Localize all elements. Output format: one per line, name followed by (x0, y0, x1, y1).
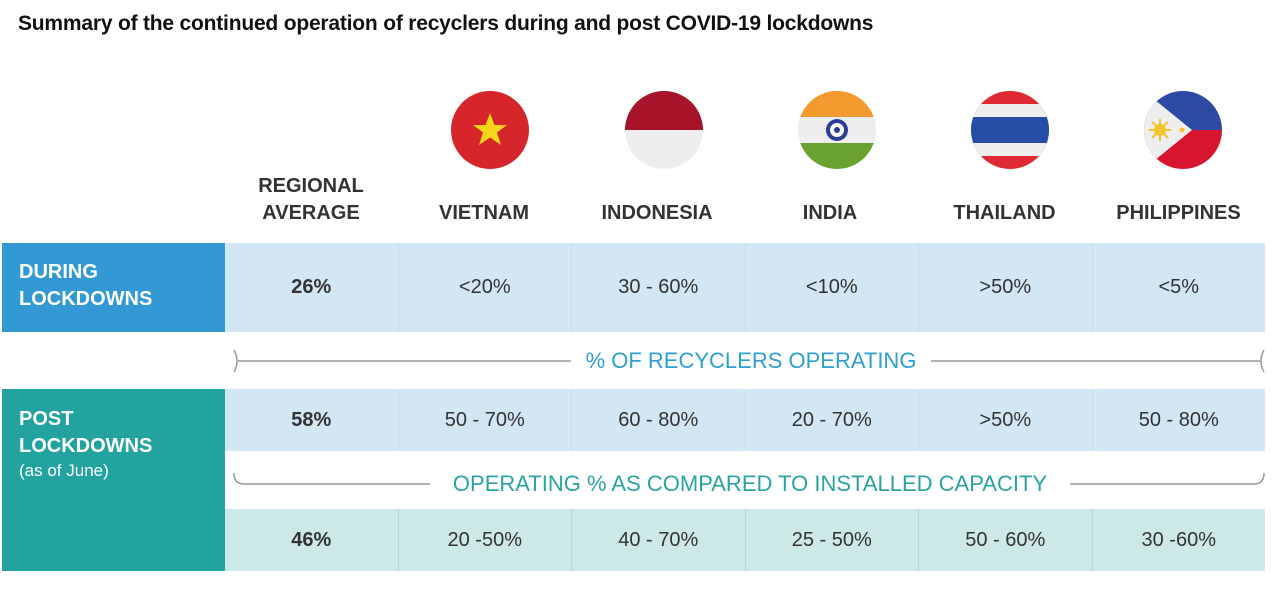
indonesia-flag-icon (625, 91, 703, 169)
column-header-thailand: THAILAND (953, 202, 1056, 224)
data-cell: <20% (397, 243, 572, 332)
data-cell: 58% (291, 408, 332, 431)
data-cell: 26% (291, 276, 332, 298)
during-lockdowns-row: 26% <20% 30 - 60% <10% >50% <5% (225, 243, 1265, 332)
row-label-during-lockdowns: DURING LOCKDOWNS (2, 243, 225, 332)
data-cell: 60 - 80% (571, 389, 745, 451)
row-label-post-lockdowns: POST LOCKDOWNS (as of June) (2, 389, 225, 571)
post-lockdowns-operating-row: 58% 50 - 70% 60 - 80% 20 - 70% >50% 50 -… (225, 389, 1265, 451)
column-header-philippines: PHILIPPINES (1116, 202, 1241, 224)
data-cell: 30 -60% (1091, 509, 1266, 571)
data-cell: >50% (918, 243, 1092, 332)
data-cell: 46% (291, 528, 332, 551)
bracket-label-operating: % OF RECYCLERS OPERATING (571, 348, 931, 374)
data-cell: 20 -50% (397, 509, 572, 571)
post-lockdowns-capacity-row: 46% 20 -50% 40 - 70% 25 - 50% 50 - 60% 3… (225, 509, 1265, 571)
bracket-label-capacity: OPERATING % AS COMPARED TO INSTALLED CAP… (430, 471, 1070, 497)
data-cell: <5% (1091, 243, 1266, 332)
column-header-regional-average: REGIONAL AVERAGE (258, 175, 364, 224)
data-cell: 50 - 60% (918, 509, 1092, 571)
vietnam-flag-icon (451, 91, 529, 169)
philippines-flag-icon (1144, 91, 1222, 169)
thailand-flag-icon (971, 91, 1049, 169)
data-cell: 30 - 60% (571, 243, 745, 332)
column-header-vietnam: VIETNAM (439, 202, 529, 224)
column-header-india: INDIA (802, 202, 858, 224)
column-header-indonesia: INDONESIA (601, 202, 713, 224)
data-cell: 50 - 80% (1091, 389, 1266, 451)
page-title: Summary of the continued operation of re… (18, 12, 874, 35)
data-cell: 25 - 50% (744, 509, 919, 571)
data-cell: >50% (918, 389, 1092, 451)
data-cell: 50 - 70% (397, 389, 572, 451)
data-cell: 40 - 70% (571, 509, 745, 571)
data-cell: <10% (744, 243, 919, 332)
data-cell: 20 - 70% (744, 389, 919, 451)
india-flag-icon (798, 91, 876, 169)
